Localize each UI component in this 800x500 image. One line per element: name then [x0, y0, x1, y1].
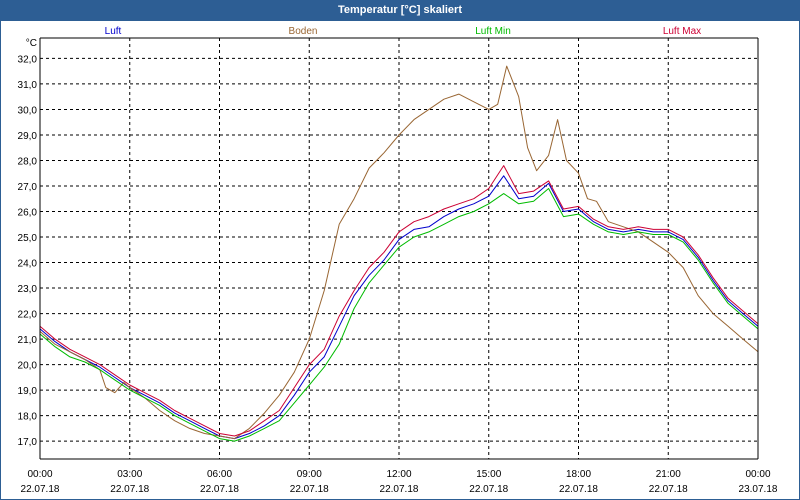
x-tick-time: 09:00	[297, 469, 322, 480]
y-tick-label: 30,0	[18, 105, 38, 116]
series-line-luft	[39, 175, 759, 440]
y-tick-label: 23,0	[18, 284, 38, 295]
x-tick-date: 22.07.18	[200, 484, 239, 495]
y-tick-label: 32,0	[18, 54, 38, 65]
x-tick-date: 22.07.18	[469, 484, 508, 495]
series-line-luft-max	[39, 165, 759, 437]
x-tick-time: 21:00	[656, 469, 681, 480]
x-tick-date: 23.07.18	[739, 484, 778, 495]
y-tick-label: 25,0	[18, 233, 38, 244]
legend-boden: Boden	[289, 26, 318, 37]
y-tick-label: 17,0	[18, 437, 38, 448]
x-tick-time: 00:00	[745, 469, 770, 480]
series-line-luft-min	[39, 188, 759, 442]
y-tick-label: 20,0	[18, 361, 38, 372]
x-tick-time: 15:00	[476, 469, 501, 480]
x-tick-date: 22.07.18	[649, 484, 688, 495]
y-tick-label: 26,0	[18, 208, 38, 219]
x-tick-time: 06:00	[207, 469, 232, 480]
x-tick-date: 22.07.18	[380, 484, 419, 495]
legend: Luft Boden Luft Min Luft Max	[105, 26, 702, 37]
legend-luft: Luft	[105, 26, 122, 37]
y-tick-label: 21,0	[18, 335, 38, 346]
x-tick-date: 22.07.18	[290, 484, 329, 495]
y-tick-label: 22,0	[18, 310, 38, 321]
x-tick-time: 12:00	[386, 469, 411, 480]
x-tick-time: 00:00	[27, 469, 52, 480]
x-tick-date: 22.07.18	[559, 484, 598, 495]
y-tick-label: 18,0	[18, 412, 38, 423]
grid	[40, 38, 758, 459]
x-tick-date: 22.07.18	[21, 484, 60, 495]
y-tick-label: 29,0	[18, 131, 38, 142]
x-tick-date: 22.07.18	[110, 484, 149, 495]
legend-luft-min: Luft Min	[475, 26, 511, 37]
y-tick-label: 19,0	[18, 386, 38, 397]
y-axis-unit: °C	[26, 38, 37, 49]
y-tick-label: 27,0	[18, 182, 38, 193]
y-tick-label: 24,0	[18, 259, 38, 270]
y-tick-label: 28,0	[18, 156, 38, 167]
x-tick-time: 03:00	[117, 469, 142, 480]
legend-luft-max: Luft Max	[663, 26, 701, 37]
x-tick-time: 18:00	[566, 469, 591, 480]
series-lines	[39, 65, 759, 442]
y-tick-label: 31,0	[18, 80, 38, 91]
chart-title: Temperatur [°C] skaliert	[337, 4, 462, 16]
tick-labels: 17,0 18,0 19,0 20,0 21,0 22,0 23,0 24,0 25,0 26,0…	[18, 38, 778, 495]
axes	[39, 37, 759, 460]
chart-title-bar: Temperatur [°C] skaliert	[0, 0, 800, 20]
